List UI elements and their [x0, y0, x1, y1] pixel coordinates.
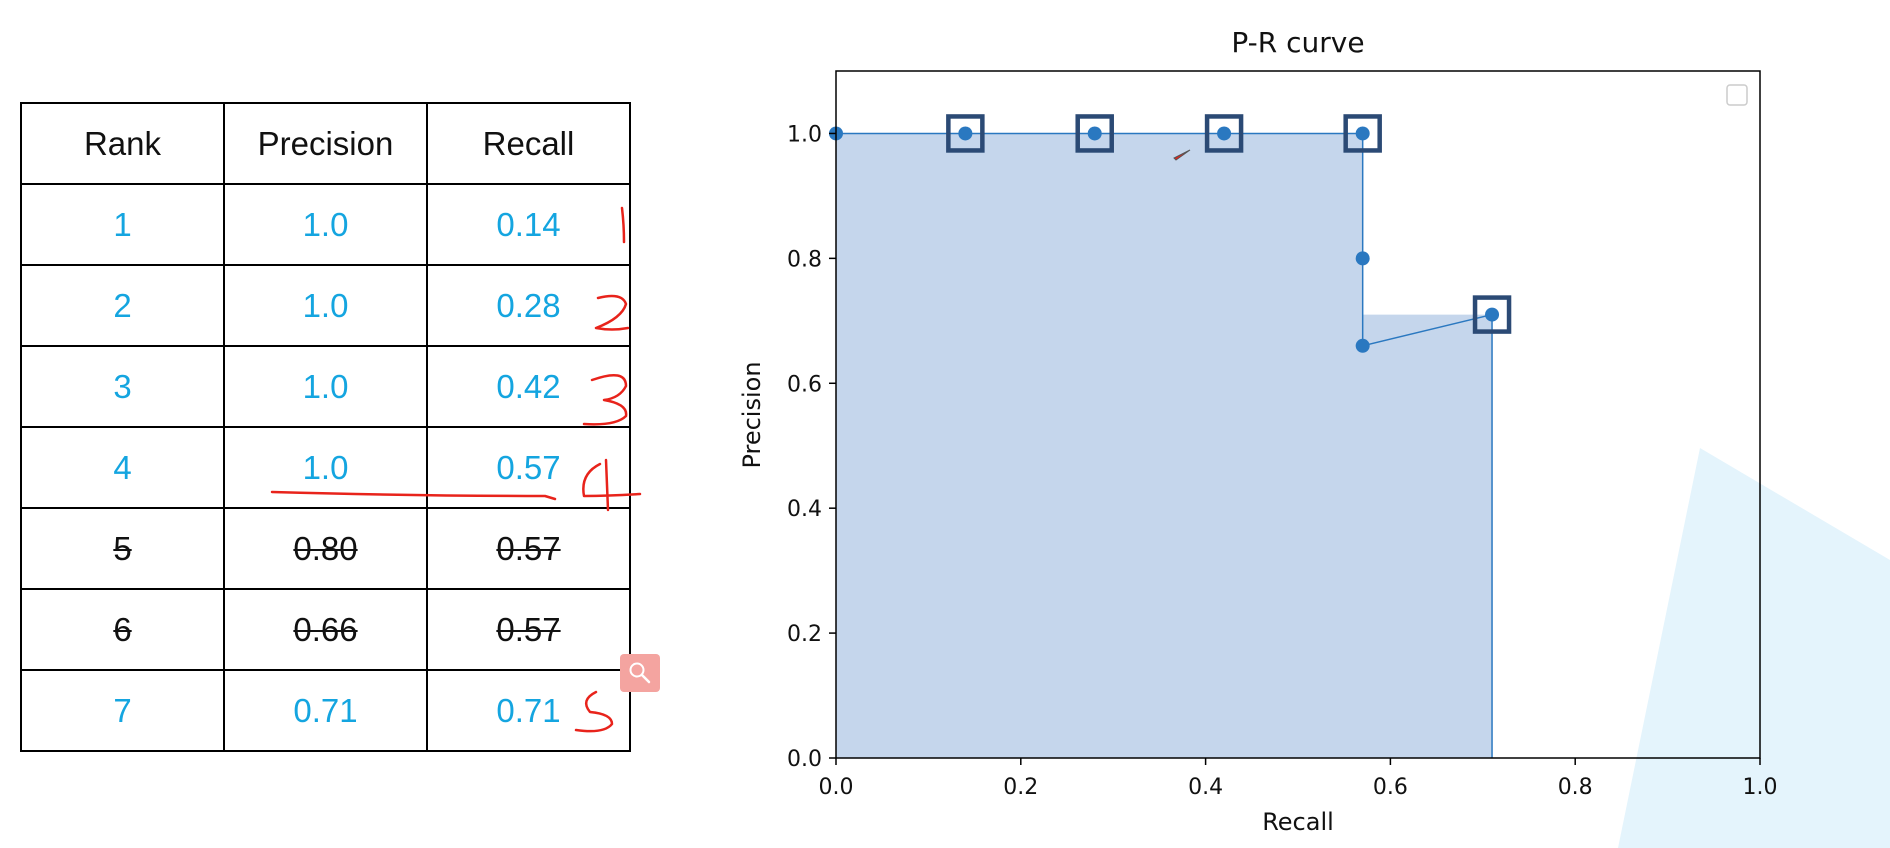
header-precision: Precision: [223, 102, 428, 185]
plot-frame: [835, 70, 1761, 759]
precision-cell: 1.0: [223, 264, 428, 347]
pen-cursor-icon: [1173, 149, 1191, 161]
annotation-digit-4: [582, 462, 642, 498]
table-row: 3 1.0 0.42: [20, 345, 631, 428]
recall-cell: 0.57: [426, 588, 631, 671]
y-tick-label: 0.8: [787, 247, 822, 272]
annotation-digit-3: [582, 373, 628, 426]
data-point: [1355, 126, 1370, 141]
precision-recall-table: Rank Precision Recall 1 1.0 0.14 2 1.0 0…: [20, 102, 631, 752]
rank-cell: 3: [20, 345, 225, 428]
precision-cell: 1.0: [223, 345, 428, 428]
series-line: [836, 132, 1493, 347]
recall-cell: 0.42: [426, 345, 631, 428]
x-tick-label: 0.4: [1188, 775, 1223, 800]
recall-cell: 0.57: [426, 507, 631, 590]
annotation-underline: [270, 490, 557, 501]
magnifier-icon: [629, 662, 651, 684]
precision-cell: 0.66: [223, 588, 428, 671]
table-row: 7 0.71 0.71: [20, 669, 631, 752]
annotation-digit-2: [594, 294, 630, 331]
data-point: [1217, 126, 1232, 141]
x-axis-label: Recall: [1262, 808, 1334, 836]
x-tick-label: 1.0: [1743, 775, 1778, 800]
y-tick-label: 1.0: [787, 122, 822, 147]
rank-cell: 1: [20, 183, 225, 266]
rank-cell: 5: [20, 507, 225, 590]
highlight-marker: [1472, 295, 1512, 334]
rank-cell: 6: [20, 588, 225, 671]
y-axis-label: Precision: [738, 361, 766, 468]
annotation-digit-1: [620, 206, 626, 244]
rank-cell: 2: [20, 264, 225, 347]
data-point: [958, 126, 973, 141]
x-tick-label: 0.0: [819, 775, 854, 800]
header-recall: Recall: [426, 102, 631, 185]
y-tick-label: 0.6: [787, 372, 822, 397]
table-row: 5 0.80 0.57: [20, 507, 631, 590]
watermark-shape: [1618, 448, 1890, 848]
highlight-marker: [946, 114, 985, 153]
x-tick-label: 0.8: [1558, 775, 1593, 800]
y-tick-label: 0.0: [787, 747, 822, 772]
highlight-marker: [1075, 114, 1114, 153]
precision-cell: 0.71: [223, 669, 428, 752]
table-row: 1 1.0 0.14: [20, 183, 631, 266]
precision-cell: 0.80: [223, 507, 428, 590]
highlight-marker: [1204, 114, 1244, 153]
interpolated-area: [836, 133, 1493, 759]
y-tick-label: 0.2: [787, 622, 822, 647]
header-rank: Rank: [20, 102, 225, 185]
chart-title: P-R curve: [1231, 26, 1364, 59]
annotation-digit-5: [574, 690, 614, 733]
recall-cell: 0.28: [426, 264, 631, 347]
annotation-digit-4-stem: [604, 458, 610, 512]
recall-cell: 0.71: [426, 669, 631, 752]
x-tick-label: 0.2: [1003, 775, 1038, 800]
table-row: 6 0.66 0.57: [20, 588, 631, 671]
table-header-row: Rank Precision Recall: [20, 102, 631, 185]
data-point: [1355, 251, 1370, 266]
recall-cell: 0.14: [426, 183, 631, 266]
data-point: [1355, 338, 1370, 353]
data-point: [1087, 126, 1102, 141]
rank-cell: 7: [20, 669, 225, 752]
table-row: 2 1.0 0.28: [20, 264, 631, 347]
y-tick-label: 0.4: [787, 497, 822, 522]
data-point: [1485, 307, 1500, 322]
x-tick-label: 0.6: [1373, 775, 1408, 800]
legend-box: [1726, 84, 1748, 106]
highlight-marker: [1343, 114, 1382, 153]
zoom-button[interactable]: [620, 654, 660, 692]
precision-cell: 1.0: [223, 183, 428, 266]
rank-cell: 4: [20, 426, 225, 509]
